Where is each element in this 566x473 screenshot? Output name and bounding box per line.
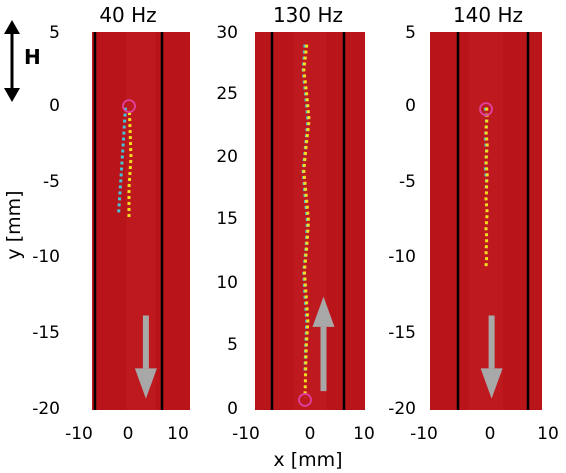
particle-marker — [479, 102, 493, 117]
x-tick: 0 — [485, 424, 496, 444]
direction-arrow-shaft — [142, 315, 149, 369]
field-label: H — [24, 45, 41, 69]
field-arrow-up-icon — [4, 20, 20, 34]
y-tick: 10 — [216, 273, 238, 293]
direction-arrow-shaft — [320, 326, 327, 392]
x-tick: -10 — [410, 424, 438, 444]
y-tick: 25 — [216, 84, 238, 104]
direction-arrow-shaft — [488, 315, 495, 369]
y-tick: -5 — [399, 172, 416, 192]
direction-arrow-down-icon — [480, 368, 503, 399]
trajectory-series-yellow — [484, 107, 489, 267]
field-indicator: H — [4, 20, 41, 102]
y-tick: 0 — [405, 96, 416, 116]
direction-arrow-down-icon — [134, 368, 157, 399]
x-tick: 10 — [537, 424, 559, 444]
x-tick: -10 — [65, 424, 93, 444]
y-tick: -10 — [32, 247, 60, 267]
particle-marker — [122, 99, 136, 113]
y-tick: 15 — [216, 209, 238, 229]
panel-texture — [469, 32, 503, 410]
panel-130hz: 130 Hz -10 0 10 30 25 20 15 10 5 0 — [216, 3, 374, 444]
particle-marker — [298, 393, 312, 407]
panel-texture — [126, 32, 156, 410]
y-tick: -20 — [388, 399, 416, 419]
y-tick: 0 — [227, 399, 238, 419]
y-tick: -20 — [32, 399, 60, 419]
panel-40hz: 40 Hz -10 0 10 5 0 -5 -10 -15 -20 — [32, 3, 190, 444]
x-tick: 0 — [123, 424, 134, 444]
x-tick: 10 — [353, 424, 375, 444]
x-tick: -10 — [232, 424, 260, 444]
panel-140hz: 140 Hz -10 0 10 5 0 -5 -10 -15 -20 — [388, 3, 559, 444]
y-tick: -15 — [32, 323, 60, 343]
x-axis-label: x [mm] — [273, 449, 342, 471]
x-tick: 0 — [305, 424, 316, 444]
trajectory-series-yellow — [302, 44, 311, 398]
y-tick: -15 — [388, 323, 416, 343]
y-tick: 20 — [216, 147, 238, 167]
y-tick: 5 — [405, 23, 416, 43]
trajectory-series-yellow — [127, 112, 133, 220]
y-tick: 5 — [227, 335, 238, 355]
y-tick: 5 — [49, 23, 60, 43]
y-axis-label: y [mm] — [3, 190, 25, 259]
panel-title: 130 Hz — [273, 3, 343, 27]
y-tick: -5 — [43, 172, 60, 192]
direction-arrow-up-icon — [312, 296, 335, 327]
field-arrow-down-icon — [4, 88, 20, 102]
x-tick: 10 — [167, 424, 189, 444]
panel-title: 140 Hz — [453, 3, 523, 27]
y-tick: -10 — [388, 247, 416, 267]
y-tick: 0 — [49, 96, 60, 116]
panel-title: 40 Hz — [99, 3, 156, 27]
y-tick: 30 — [216, 23, 238, 43]
